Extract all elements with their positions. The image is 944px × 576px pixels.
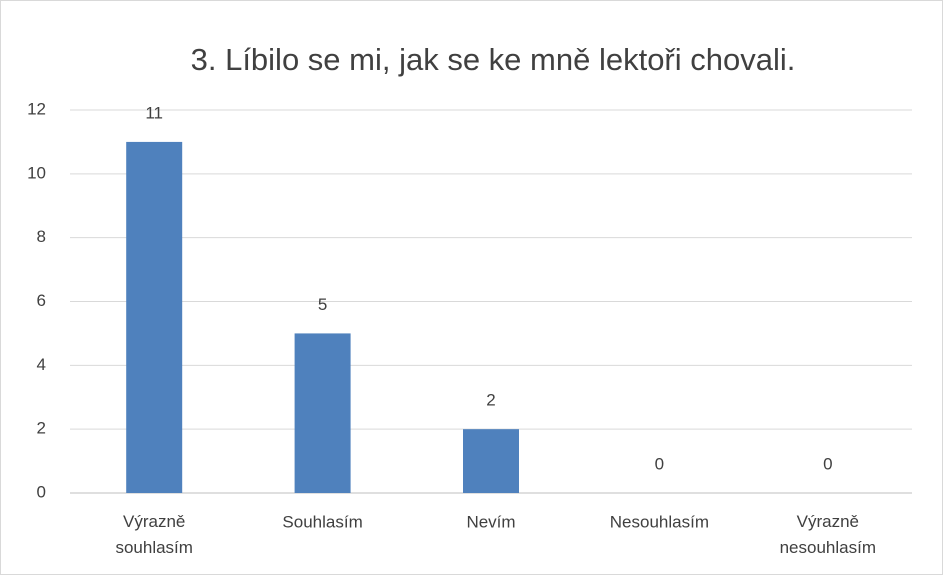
x-tick-label: Výrazně nesouhlasím (780, 512, 876, 557)
data-label: 11 (145, 103, 163, 122)
data-label: 0 (823, 454, 832, 473)
chart-title: 3. Líbilo se mi, jak se ke mně lektoři c… (191, 42, 796, 77)
data-label: 2 (486, 391, 495, 410)
x-tick-label: Souhlasím (282, 512, 362, 531)
bar (294, 333, 351, 493)
y-tick-label: 10 (27, 163, 46, 182)
data-label: 0 (655, 454, 664, 473)
x-tick-label: Nesouhlasím (610, 512, 709, 531)
y-tick-label: 8 (37, 227, 46, 246)
bar (463, 429, 519, 493)
y-tick-label: 4 (37, 355, 46, 374)
bar (126, 141, 183, 493)
x-tick-label: Výrazně souhlasím (115, 512, 192, 557)
data-label: 5 (318, 295, 327, 314)
y-tick-label: 12 (27, 99, 46, 118)
y-tick-label: 0 (37, 482, 46, 501)
x-tick-label: Nevím (466, 512, 515, 531)
y-tick-label: 2 (37, 419, 46, 438)
y-tick-label: 6 (37, 291, 46, 310)
